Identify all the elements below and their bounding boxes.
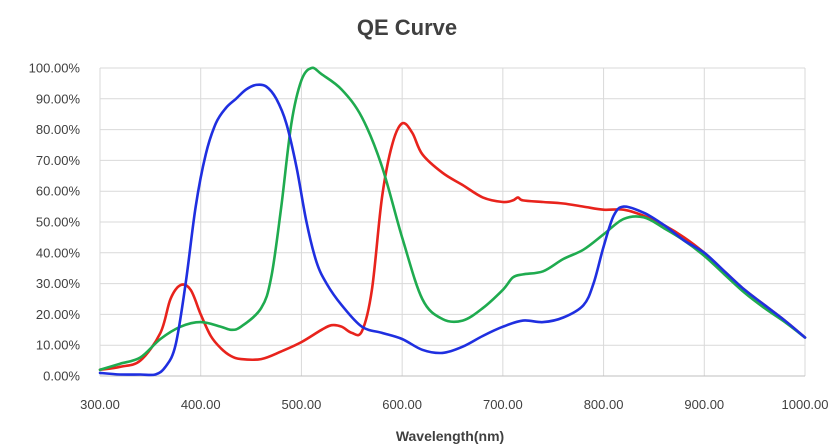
series-lines [98,66,807,377]
series-line-2 [98,66,807,372]
y-tick-label: 70.00% [36,153,81,168]
axes [99,68,805,377]
x-tick-label: 900.00 [684,397,724,412]
x-tick-label: 400.00 [181,397,221,412]
y-tick-label: 60.00% [36,184,81,199]
y-tick-label: 50.00% [36,215,81,230]
x-tick-label: 600.00 [382,397,422,412]
y-tick-label: 40.00% [36,245,81,260]
y-tick-label: 10.00% [36,338,81,353]
y-tick-label: 100.00% [29,61,81,76]
y-tick-label: 30.00% [36,276,81,291]
x-tick-label: 700.00 [483,397,523,412]
x-axis-label: Wavelength(nm) [396,428,504,444]
y-tick-label: 90.00% [36,91,81,106]
x-tick-label: 800.00 [584,397,624,412]
y-tick-labels: 0.00% 10.00% 20.00% 30.00% 40.00% 50.00% 60.00… [29,61,81,384]
series-line-3 [98,83,807,377]
x-tick-label: 1000.00 [782,397,829,412]
chart-title: QE Curve [357,15,457,40]
y-tick-label: 0.00% [43,369,80,384]
x-tick-label: 500.00 [282,397,322,412]
x-tick-label: 300.00 [80,397,120,412]
y-tick-label: 80.00% [36,122,81,137]
y-tick-label: 20.00% [36,307,81,322]
gridlines [100,67,806,376]
x-tick-labels: 300.00 400.00 500.00 600.00 700.00 800.00 900.… [80,397,828,412]
